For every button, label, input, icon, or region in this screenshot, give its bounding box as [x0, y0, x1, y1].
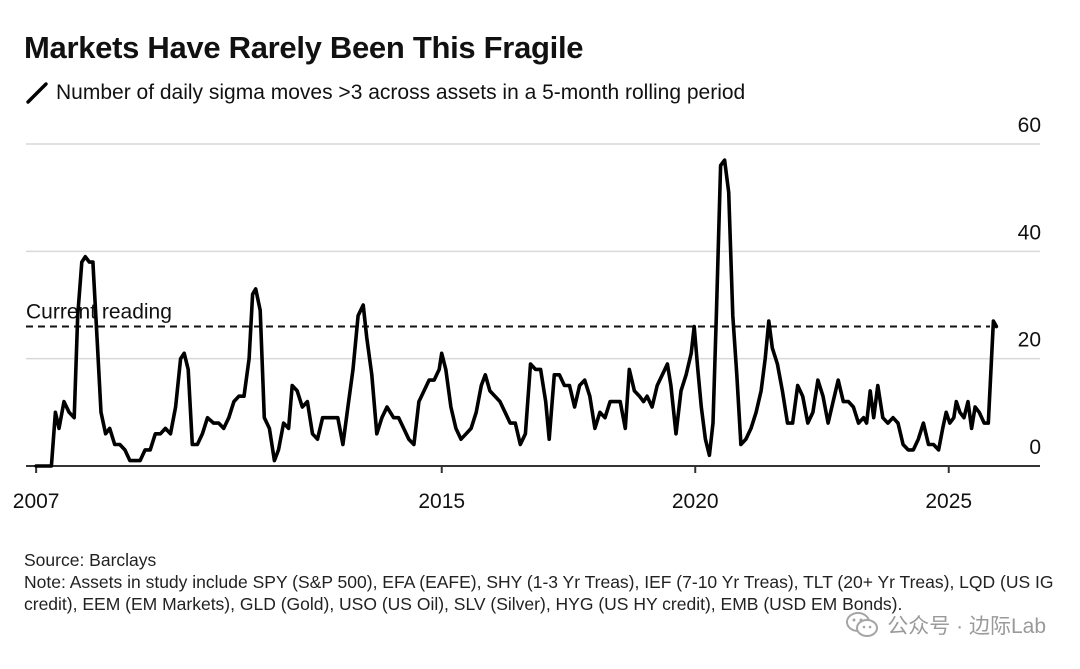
chart-footer: Source: Barclays Note: Assets in study i…: [24, 549, 1054, 615]
y-tick-label: 0: [1029, 436, 1041, 459]
x-tick-label: 2020: [672, 490, 719, 513]
watermark: 公众号 · 边际Lab: [845, 610, 1046, 640]
y-tick-label: 40: [1018, 221, 1041, 244]
source-note: Source: Barclays: [24, 550, 157, 570]
subtitle-text: Number of daily sigma moves >3 across as…: [56, 81, 746, 104]
x-tick-label: 2007: [13, 490, 60, 513]
watermark-text: 公众号 · 边际Lab: [887, 615, 1046, 638]
chart-title: Markets Have Rarely Been This Fragile: [24, 30, 584, 65]
chart-subtitle: Number of daily sigma moves >3 across as…: [24, 80, 745, 106]
legend-line-icon: [26, 82, 48, 104]
series-line-0: [34, 158, 999, 468]
current-reading-label: Current reading: [26, 300, 172, 323]
y-tick-label: 60: [1018, 114, 1041, 137]
x-tick-label: 2015: [418, 490, 465, 513]
footnote: Note: Assets in study include SPY (S&P 5…: [24, 572, 1054, 614]
line-chart: 0 20 40 60 2007 2015 2020 2025 Current reading: [13, 114, 1041, 513]
y-tick-label: 20: [1018, 329, 1041, 352]
x-tick-label: 2025: [925, 490, 972, 513]
wechat-logo-icon: [846, 612, 879, 637]
